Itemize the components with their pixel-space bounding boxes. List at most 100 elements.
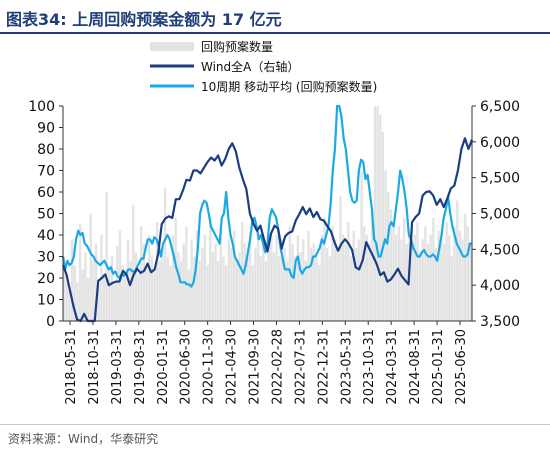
- bar: [275, 235, 278, 321]
- bar: [116, 245, 119, 321]
- bar: [251, 265, 254, 321]
- bar: [203, 235, 207, 321]
- bar: [108, 269, 111, 321]
- bar: [368, 243, 371, 321]
- bar: [84, 252, 87, 321]
- x-tick-label: 2023-10-31: [362, 329, 377, 405]
- x-tick-label: 2019-03-31: [110, 329, 125, 405]
- bar: [198, 260, 201, 321]
- y-left-tick-label: 70: [37, 164, 55, 180]
- bar: [410, 247, 414, 321]
- bar: [230, 247, 233, 321]
- bar: [328, 256, 331, 321]
- legend-label-ma10: 10周期 移动平均 (回购预案数量): [201, 79, 377, 94]
- page-title: 图表34: 上周回购预案金额为 17 亿元: [6, 10, 282, 29]
- y-right-tick-label: 3,500: [480, 314, 520, 330]
- bar: [232, 230, 236, 321]
- bar: [312, 243, 316, 321]
- y-left-tick-label: 100: [28, 99, 55, 115]
- lines-layer: [61, 104, 474, 323]
- bar: [246, 256, 249, 321]
- bar: [147, 235, 151, 321]
- x-tick-label: 2024-08-31: [408, 329, 423, 405]
- bar: [150, 256, 153, 321]
- bar: [280, 239, 284, 321]
- bar: [352, 230, 355, 321]
- bar: [248, 235, 252, 321]
- bar: [341, 235, 345, 321]
- bar: [344, 243, 347, 321]
- bar: [466, 226, 470, 321]
- legend: 回购预案数量 Wind全A（右轴） 10周期 移动平均 (回购预案数量): [150, 39, 377, 94]
- bar: [193, 256, 196, 321]
- bar: [347, 222, 350, 321]
- bar: [195, 230, 199, 321]
- y-right-tick-label: 6,500: [480, 99, 520, 115]
- bar: [421, 239, 424, 321]
- bar: [400, 239, 403, 321]
- bar: [76, 282, 79, 321]
- legend-label-wind: Wind全A（右轴）: [201, 59, 299, 74]
- bar: [206, 265, 209, 321]
- bar: [384, 170, 387, 321]
- x-tick-label: 2018-05-31: [64, 329, 79, 405]
- y-left-tick-label: 0: [46, 314, 55, 330]
- bar: [94, 243, 98, 321]
- bar: [320, 235, 323, 321]
- bar: [445, 222, 448, 321]
- legend-swatch-bars: [150, 42, 194, 51]
- bar: [137, 273, 140, 321]
- bar: [264, 260, 268, 321]
- bar: [222, 256, 225, 321]
- bar: [270, 230, 273, 321]
- bar: [73, 265, 76, 321]
- bar: [185, 226, 188, 321]
- x-tick-label: 2022-07-31: [293, 329, 308, 405]
- bar: [331, 226, 334, 321]
- bar: [307, 230, 310, 321]
- bar: [315, 256, 318, 321]
- x-tick-label: 2022-02-28: [270, 329, 285, 405]
- bar: [325, 247, 329, 321]
- y-left-tick-label: 40: [37, 228, 55, 244]
- bar: [142, 243, 146, 321]
- bar: [238, 252, 241, 321]
- axes-layer: 0 10 20 30 40 50 60 70 80 90 100 3,500 4,000 4,500 5,0…: [28, 99, 520, 405]
- series-line-wind: [61, 137, 474, 323]
- bar: [299, 252, 302, 321]
- bar: [360, 170, 363, 321]
- source-divider: [0, 424, 550, 425]
- x-tick-label: 2019-08-31: [133, 329, 148, 405]
- bar: [371, 209, 374, 321]
- bar: [429, 235, 432, 321]
- bar: [424, 226, 427, 321]
- bar: [81, 269, 84, 321]
- bar: [97, 286, 100, 321]
- bar: [262, 239, 265, 321]
- bar: [434, 247, 438, 321]
- bar: [153, 269, 156, 321]
- bar: [376, 106, 379, 321]
- x-tick-label: 2022-12-31: [316, 329, 331, 405]
- bar: [291, 243, 294, 321]
- bar: [171, 235, 175, 321]
- bar: [86, 278, 90, 321]
- y-left-tick-label: 20: [37, 271, 55, 287]
- bar: [387, 192, 390, 321]
- bar: [317, 265, 321, 321]
- bar: [225, 265, 228, 321]
- bar: [68, 290, 71, 321]
- bar: [169, 265, 172, 321]
- bar: [254, 247, 257, 321]
- series-line-ma10: [61, 104, 472, 288]
- bar: [418, 252, 422, 321]
- y-right-tick-label: 6,000: [480, 135, 520, 151]
- bar: [214, 243, 217, 321]
- bar: [134, 252, 138, 321]
- bar: [113, 282, 116, 321]
- bar: [464, 213, 467, 321]
- bar: [349, 256, 353, 321]
- bar: [102, 273, 106, 321]
- y-left-tick-label: 90: [37, 121, 55, 137]
- bar: [323, 217, 326, 321]
